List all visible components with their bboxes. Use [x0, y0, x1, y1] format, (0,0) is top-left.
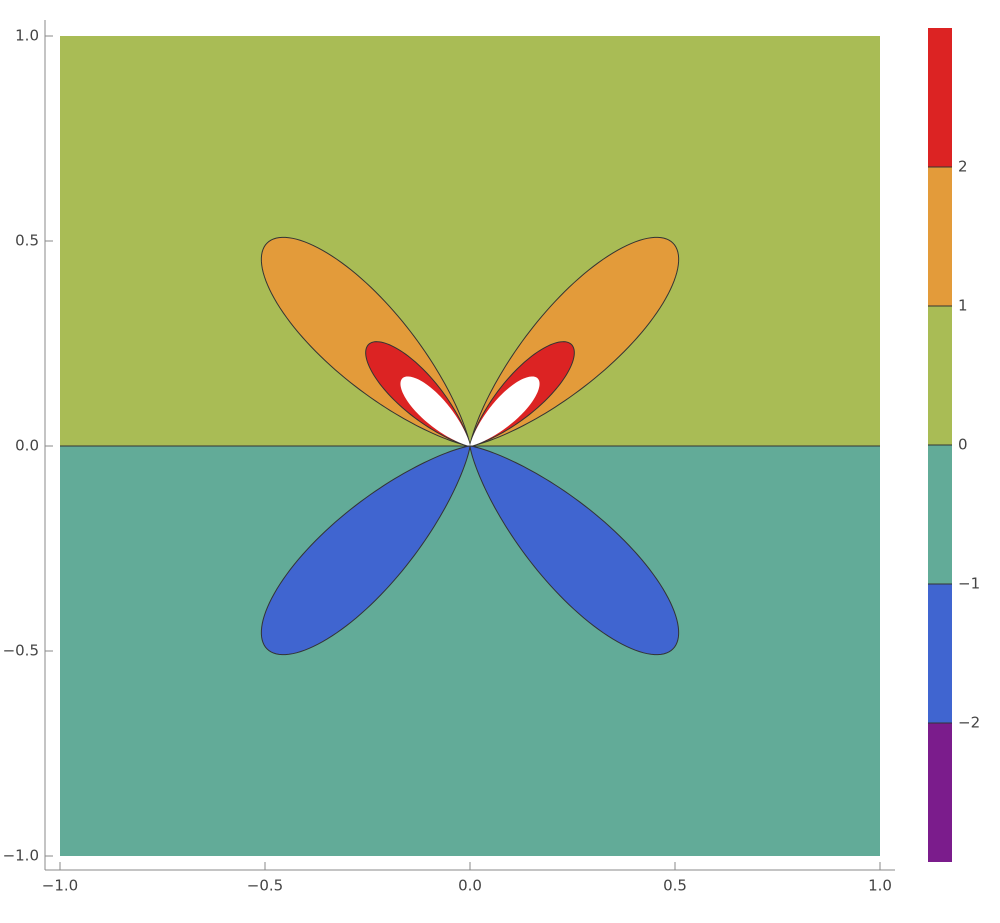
contour-lobe — [469, 445, 680, 656]
colorbar-band — [928, 723, 952, 862]
colorbar-band — [928, 28, 952, 167]
x-tick-label: 0.0 — [458, 877, 482, 895]
y-tick-label: −1.0 — [3, 847, 39, 865]
contour-lobe — [470, 376, 540, 446]
colorbar-band — [928, 306, 952, 445]
region-negative — [60, 446, 880, 856]
colorbar-band — [928, 167, 952, 306]
colorbar-tick-label: 1 — [958, 297, 968, 315]
x-tick-label: −1.0 — [42, 877, 78, 895]
colorbar-tick-label: 0 — [958, 436, 968, 454]
contour-lobe — [260, 445, 471, 656]
y-tick-label: 0.5 — [15, 232, 39, 250]
y-tick-label: 1.0 — [15, 27, 39, 45]
x-tick-label: 0.5 — [663, 877, 687, 895]
colorbar-tick-label: −2 — [958, 714, 980, 732]
region-positive — [60, 36, 880, 446]
y-tick-label: 0.0 — [15, 437, 39, 455]
contour-lobe — [400, 376, 470, 446]
x-tick-label: 1.0 — [868, 877, 892, 895]
y-tick-label: −0.5 — [3, 642, 39, 660]
x-tick-label: −0.5 — [247, 877, 283, 895]
colorbar-band — [928, 445, 952, 584]
colorbar-band — [928, 584, 952, 723]
colorbar-tick-label: −1 — [958, 575, 980, 593]
colorbar-tick-label: 2 — [958, 158, 968, 176]
